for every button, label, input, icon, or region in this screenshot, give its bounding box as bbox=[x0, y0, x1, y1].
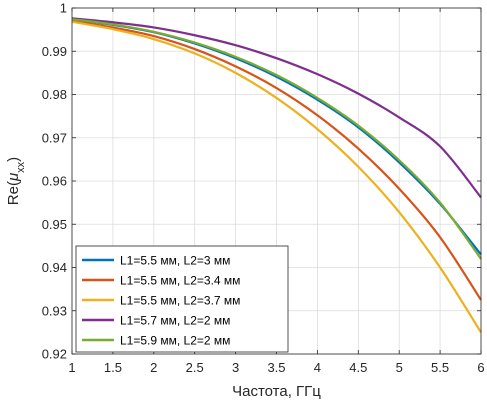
y-tick-label: 0.99 bbox=[42, 44, 67, 59]
y-tick-labels: 0.92 0.93 0.94 0.95 0.96 0.97 0.98 0.99 1 bbox=[42, 1, 67, 362]
x-tick-label: 2 bbox=[150, 360, 157, 375]
legend-label: L1=5.5 мм, L2=3.4 мм bbox=[120, 274, 240, 288]
x-tick-label: 5 bbox=[396, 360, 403, 375]
legend-label: L1=5.5 мм, L2=3 мм bbox=[120, 254, 230, 268]
y-tick-label: 0.97 bbox=[42, 130, 67, 145]
series-line-5 bbox=[71, 18, 482, 260]
x-tick-label: 2.5 bbox=[186, 360, 204, 375]
y-axis-label-sub: xx bbox=[15, 161, 27, 173]
x-tick-label: 4 bbox=[314, 360, 321, 375]
x-tick-label: 3 bbox=[232, 360, 239, 375]
x-tick-label: 6 bbox=[477, 360, 484, 375]
legend-entry-3: L1=5.5 мм, L2=3.7 мм bbox=[82, 294, 240, 308]
series-line-2 bbox=[71, 19, 482, 301]
y-tick-label: 0.93 bbox=[42, 303, 67, 318]
y-tick-label: 0.94 bbox=[42, 260, 67, 275]
y-axis-label: Re(μxx) bbox=[5, 157, 27, 205]
legend-label: L1=5.7 мм, L2=2 мм bbox=[120, 314, 230, 328]
x-tick-label: 5.5 bbox=[431, 360, 449, 375]
x-axis-label: Частота, ГГц bbox=[232, 383, 321, 400]
y-tick-label: 0.92 bbox=[42, 347, 67, 362]
y-axis-label-mu: μ bbox=[5, 173, 22, 182]
legend-label: L1=5.5 мм, L2=3.7 мм bbox=[120, 294, 240, 308]
legend-entry-4: L1=5.7 мм, L2=2 мм bbox=[82, 314, 230, 328]
legend-entry-5: L1=5.9 мм, L2=2 мм bbox=[82, 334, 230, 348]
series-line-4 bbox=[71, 17, 482, 199]
y-tick-label: 0.95 bbox=[42, 217, 67, 232]
x-tick-labels: 1 1.5 2 2.5 3 3.5 4 4.5 5 5.5 6 bbox=[68, 360, 484, 375]
legend-label: L1=5.9 мм, L2=2 мм bbox=[120, 334, 230, 348]
y-tick-label: 1 bbox=[60, 1, 67, 16]
y-tick-label: 0.98 bbox=[42, 87, 67, 102]
legend-entry-2: L1=5.5 мм, L2=3.4 мм bbox=[82, 274, 240, 288]
x-tick-label: 1.5 bbox=[104, 360, 122, 375]
y-axis-label-close: ) bbox=[5, 157, 22, 162]
x-tick-label: 3.5 bbox=[267, 360, 285, 375]
legend: L1=5.5 мм, L2=3 мм L1=5.5 мм, L2=3.4 мм L1… bbox=[75, 245, 289, 353]
series-layer bbox=[71, 17, 482, 333]
x-tick-label: 1 bbox=[68, 360, 75, 375]
series-line-3 bbox=[71, 20, 482, 333]
legend-entry-1: L1=5.5 мм, L2=3 мм bbox=[82, 254, 230, 268]
x-tick-label: 4.5 bbox=[349, 360, 367, 375]
y-axis-label-base: Re( bbox=[5, 181, 22, 205]
y-tick-label: 0.96 bbox=[42, 174, 67, 189]
